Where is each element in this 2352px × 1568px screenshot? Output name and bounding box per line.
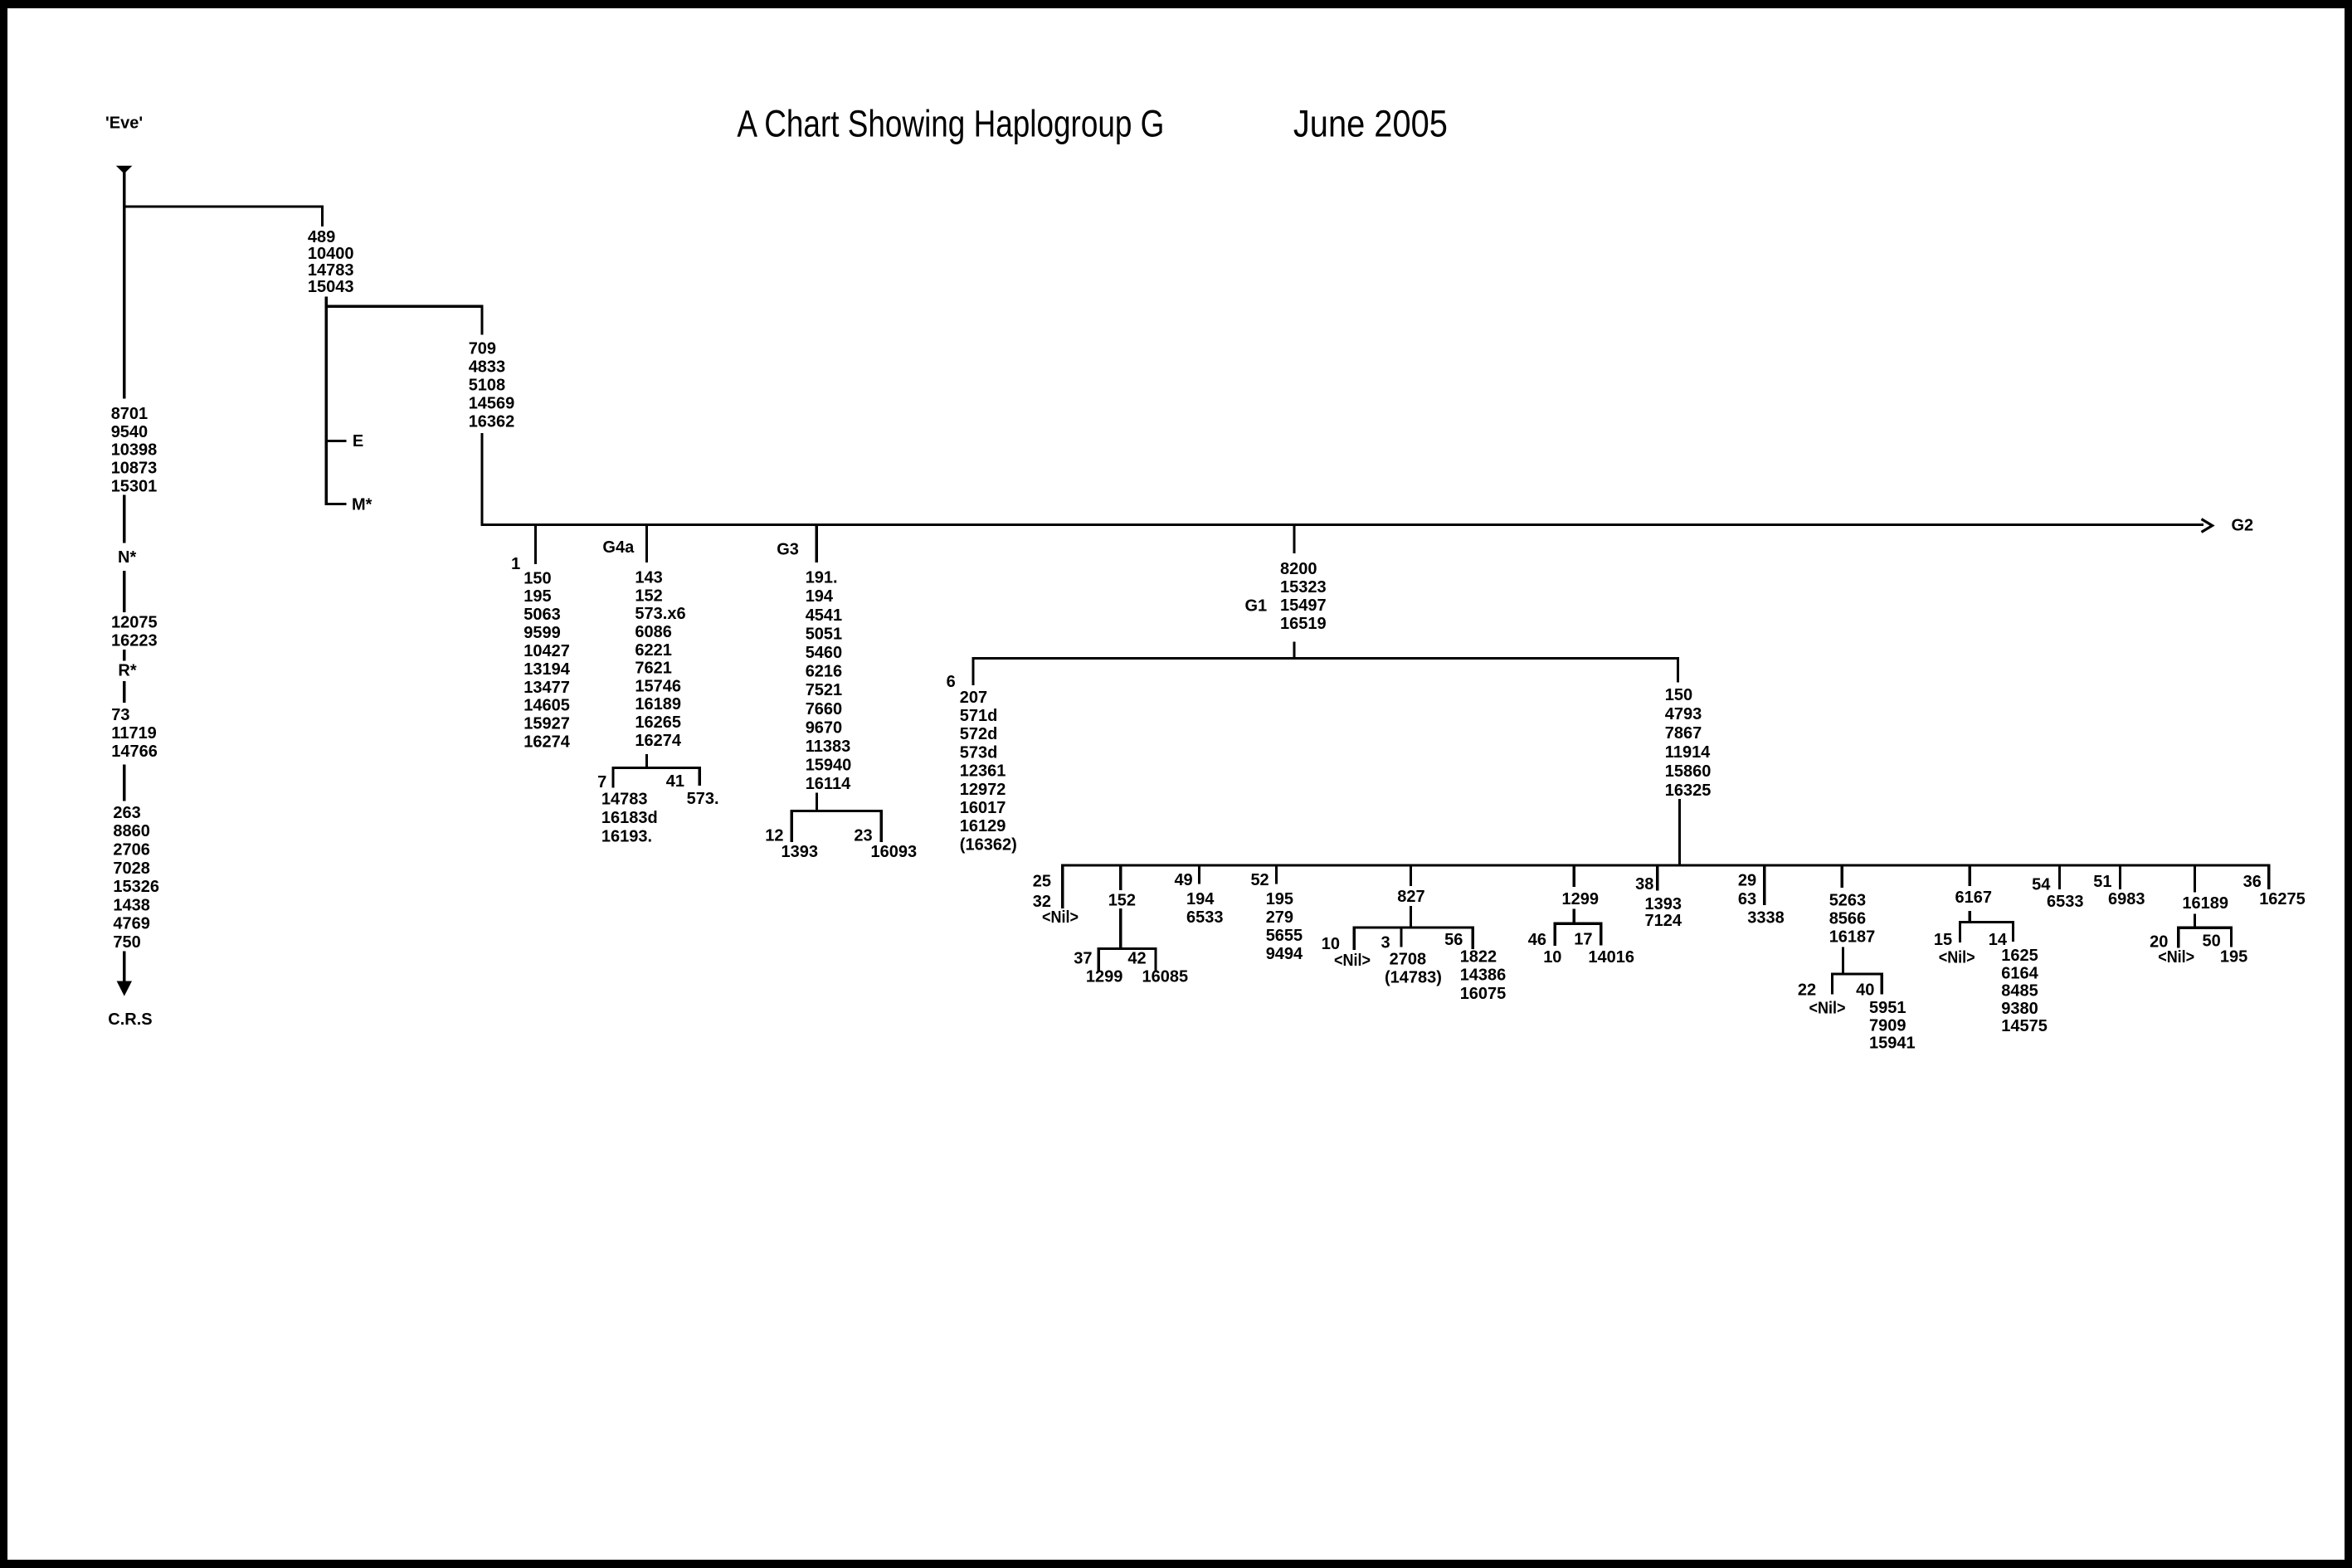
- svg-text:20: 20: [2150, 933, 2168, 951]
- svg-text:12: 12: [765, 827, 783, 845]
- svg-text:49: 49: [1174, 871, 1192, 889]
- svg-text:6: 6: [947, 673, 956, 691]
- svg-text:42: 42: [1127, 950, 1146, 968]
- svg-text:M*: M*: [352, 496, 373, 514]
- svg-text:50: 50: [2203, 933, 2221, 951]
- svg-text:2708: 2708: [1390, 950, 1427, 968]
- svg-text:<Nil>: <Nil>: [2158, 948, 2194, 967]
- svg-text:29: 29: [1738, 872, 1756, 890]
- svg-text:<Nil>: <Nil>: [1042, 908, 1079, 927]
- svg-text:14016: 14016: [1588, 948, 1634, 967]
- svg-text:827: 827: [1397, 888, 1424, 906]
- svg-text:6533: 6533: [2047, 893, 2084, 911]
- svg-text:16093: 16093: [871, 843, 918, 861]
- svg-text:52: 52: [1250, 871, 1269, 889]
- svg-text:6167: 6167: [1955, 889, 1993, 907]
- svg-text:16275: 16275: [2259, 890, 2306, 908]
- svg-text:38: 38: [1635, 875, 1653, 894]
- svg-text:46: 46: [1528, 931, 1546, 949]
- svg-text:16189: 16189: [2182, 894, 2228, 913]
- svg-text:17: 17: [1574, 930, 1592, 948]
- svg-text:1299: 1299: [1562, 890, 1600, 908]
- svg-text:37: 37: [1074, 950, 1092, 968]
- svg-text:195: 195: [2220, 947, 2247, 966]
- svg-text:573.: 573.: [687, 790, 719, 808]
- svg-text:51: 51: [2093, 873, 2111, 891]
- svg-text:G4a: G4a: [602, 538, 635, 557]
- svg-text:15: 15: [1934, 931, 1952, 949]
- svg-text:(14783): (14783): [1385, 969, 1442, 987]
- svg-text:'Eve': 'Eve': [105, 114, 143, 132]
- svg-text:<Nil>: <Nil>: [1939, 948, 1975, 967]
- svg-text:1393: 1393: [782, 843, 819, 861]
- svg-text:June 2005: June 2005: [1293, 102, 1448, 144]
- svg-text:152: 152: [1108, 892, 1136, 910]
- svg-text:36: 36: [2243, 873, 2262, 891]
- svg-text:41: 41: [666, 772, 684, 791]
- svg-text:G1: G1: [1245, 597, 1268, 616]
- svg-text:16085: 16085: [1142, 967, 1189, 986]
- svg-text:C.R.S: C.R.S: [108, 1010, 152, 1029]
- svg-text:G2: G2: [2232, 516, 2254, 534]
- svg-text:10: 10: [1543, 948, 1561, 967]
- svg-text:40: 40: [1856, 981, 1874, 1000]
- svg-text:3338: 3338: [1747, 908, 1785, 927]
- svg-text:N*: N*: [118, 548, 136, 567]
- svg-text:14: 14: [1989, 931, 2008, 949]
- svg-text:54: 54: [2032, 875, 2051, 894]
- svg-text:6983: 6983: [2108, 890, 2145, 908]
- svg-text:E: E: [353, 432, 363, 450]
- svg-text:63: 63: [1738, 890, 1756, 908]
- svg-text:32: 32: [1033, 893, 1051, 911]
- svg-text:A Chart Showing Haplogroup G: A Chart Showing Haplogroup G: [737, 102, 1164, 144]
- svg-text:<Nil>: <Nil>: [1809, 1000, 1846, 1018]
- svg-text:R*: R*: [118, 661, 136, 679]
- svg-text:3: 3: [1381, 934, 1390, 952]
- svg-text:G3: G3: [777, 540, 799, 558]
- svg-text:7: 7: [597, 773, 606, 791]
- svg-text:25: 25: [1033, 873, 1051, 891]
- svg-text:10: 10: [1322, 935, 1340, 953]
- svg-text:<Nil>: <Nil>: [1334, 952, 1371, 970]
- svg-text:1299: 1299: [1086, 967, 1123, 986]
- svg-text:23: 23: [854, 827, 872, 845]
- svg-text:56: 56: [1444, 931, 1463, 949]
- svg-text:1: 1: [511, 555, 520, 573]
- svg-text:22: 22: [1798, 981, 1816, 1000]
